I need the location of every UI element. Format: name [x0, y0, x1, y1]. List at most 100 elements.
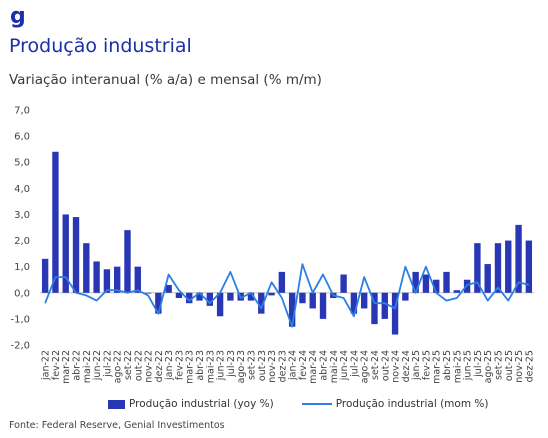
chart-legend: Produção industrial (yoy %) Produção ind…	[108, 398, 516, 410]
x-tick-label: out-22	[133, 350, 144, 381]
source-note: Fonte: Federal Reserve, Genial Investime…	[9, 420, 225, 431]
bar-yoy	[340, 274, 347, 293]
x-tick-label: mar-22	[61, 350, 72, 384]
bar-yoy	[227, 292, 234, 301]
x-tick-label: ago-25	[483, 350, 494, 383]
y-tick-label: 1,0	[14, 262, 30, 273]
y-tick-label: 7,0	[14, 106, 30, 117]
bar-yoy	[144, 292, 152, 294]
bar-yoy	[391, 292, 399, 335]
bar-yoy	[268, 292, 275, 296]
bar-yoy	[41, 258, 49, 293]
y-tick-label: 6,0	[14, 132, 30, 143]
x-tick-label: set-22	[123, 350, 134, 380]
legend-swatch-bar	[108, 399, 125, 409]
x-tick-label: set-23	[246, 350, 257, 380]
x-tick-label: jan-23	[164, 350, 175, 381]
x-tick-label: mar-25	[432, 350, 443, 384]
svg-text:g: g	[10, 5, 25, 29]
bar-yoy	[288, 292, 296, 327]
x-tick-label: mai-23	[205, 350, 216, 383]
y-tick-label: 5,0	[14, 158, 30, 169]
x-tick-label: dez-24	[401, 350, 412, 382]
x-tick-label: jul-23	[226, 350, 237, 378]
x-tick-label: dez-22	[154, 350, 165, 382]
x-tick-label: set-24	[370, 350, 381, 380]
y-axis-labels: 7,0 6,0 5,0 4,0 3,0 2,0 1,0 0,0 -1,0 -2,0	[10, 106, 30, 352]
bar-yoy	[474, 243, 481, 293]
bar-yoy	[422, 274, 430, 293]
bar-yoy	[278, 271, 286, 293]
x-tick-label: fev-24	[298, 350, 309, 380]
x-tick-label: fev-23	[174, 350, 185, 380]
y-tick-label: 0,0	[14, 288, 30, 299]
x-tick-label: dez-23	[277, 350, 288, 382]
bar-yoy	[186, 292, 193, 304]
x-tick-label: set-25	[493, 350, 504, 380]
bar-yoy	[350, 292, 358, 314]
bar-yoy	[196, 292, 203, 301]
y-tick-label: 3,0	[14, 210, 30, 221]
x-tick-label: ago-22	[113, 350, 124, 383]
x-tick-label: abr-23	[195, 350, 206, 381]
x-tick-label: nov-25	[514, 350, 525, 383]
x-tick-label: jun-24	[339, 350, 350, 381]
bar-yoy	[93, 261, 100, 293]
bar-yoy	[443, 271, 450, 293]
x-tick-label: mai-22	[82, 350, 93, 383]
legend-swatch-line	[301, 403, 332, 405]
bar-yoy	[134, 266, 141, 293]
bar-yoy	[206, 292, 214, 306]
x-tick-label: mai-24	[329, 350, 340, 383]
x-tick-label: jul-22	[102, 350, 113, 378]
bar-yoy	[155, 292, 162, 314]
bar-yoy	[124, 230, 131, 293]
x-tick-label: abr-24	[319, 350, 330, 381]
x-tick-label: mai-25	[452, 350, 463, 383]
bar-yoy	[371, 292, 378, 325]
x-tick-label: mar-24	[308, 350, 319, 384]
bar-yoy	[433, 279, 440, 293]
x-tick-label: nov-23	[267, 350, 278, 383]
x-tick-label: jun-23	[216, 350, 227, 381]
bar-yoy	[484, 264, 491, 293]
bar-yoy	[319, 292, 327, 319]
x-tick-label: fev-22	[51, 350, 62, 380]
x-tick-label: out-24	[380, 350, 391, 381]
y-tick-label: 4,0	[14, 184, 30, 195]
bar-yoy	[360, 292, 368, 309]
x-tick-label: abr-22	[72, 350, 83, 381]
x-axis-labels: jan-22 fev-22 mar-22 abr-22 mai-22 jun-22 jul-…	[41, 350, 536, 384]
bar-yoy	[505, 240, 512, 293]
bar-yoy	[216, 292, 224, 317]
bar-yoy	[83, 243, 90, 293]
x-tick-label: jul-25	[473, 350, 484, 378]
x-tick-label: fev-25	[421, 350, 432, 380]
bar-yoy	[52, 151, 59, 293]
legend-label-yoy: Produção industrial (yoy %)	[129, 398, 274, 410]
y-tick-label: -1,0	[10, 314, 30, 325]
x-tick-label: nov-22	[144, 350, 155, 383]
bar-yoy	[72, 217, 80, 293]
x-tick-label: jun-25	[463, 350, 474, 381]
x-tick-label: abr-25	[442, 350, 453, 381]
bar-yoy	[453, 290, 461, 293]
bar-yoy	[165, 284, 172, 293]
bar-yoy	[258, 292, 265, 314]
bar-yoy	[247, 292, 255, 301]
bar-yoy	[515, 224, 522, 293]
legend-item-yoy: Produção industrial (yoy %)	[108, 398, 274, 410]
x-tick-label: jan-24	[288, 350, 299, 381]
x-tick-label: jan-25	[411, 350, 422, 381]
mom-line	[44, 263, 530, 328]
x-tick-label: mar-23	[185, 350, 196, 384]
x-tick-label: ago-23	[236, 350, 247, 383]
x-tick-label: dez-25	[524, 350, 535, 382]
y-tick-label: 2,0	[14, 236, 30, 247]
x-tick-label: nov-24	[391, 350, 402, 383]
yoy-bars	[41, 151, 533, 335]
x-tick-label: jun-22	[92, 350, 103, 381]
bar-yoy	[494, 243, 502, 293]
bar-yoy	[412, 271, 419, 293]
